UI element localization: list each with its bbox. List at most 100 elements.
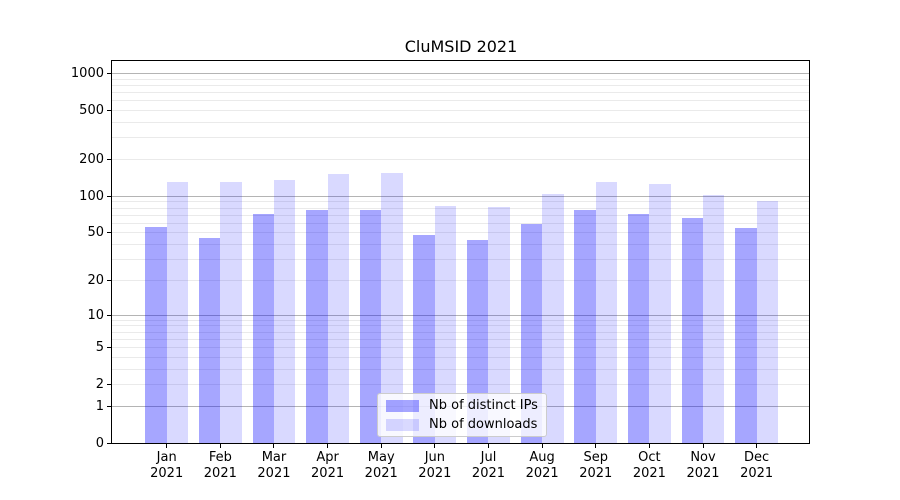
x-tick-label: Jun 2021 bbox=[418, 450, 452, 481]
x-tick bbox=[595, 444, 597, 448]
x-tick bbox=[380, 444, 382, 448]
bar-distinct-ips bbox=[413, 235, 435, 444]
minor-gridline bbox=[112, 92, 809, 94]
minor-gridline bbox=[112, 137, 809, 139]
y-tick bbox=[107, 384, 111, 386]
minor-gridline bbox=[112, 384, 809, 386]
minor-gridline bbox=[112, 331, 809, 333]
minor-gridline bbox=[112, 214, 809, 216]
x-tick-label: Jul 2021 bbox=[471, 450, 506, 481]
bar-downloads bbox=[488, 206, 510, 444]
legend-label-downloads: Nb of downloads bbox=[429, 417, 538, 432]
bar-downloads bbox=[327, 173, 349, 444]
y-tick bbox=[107, 314, 111, 316]
plot-area bbox=[111, 60, 810, 444]
x-tick bbox=[434, 444, 436, 448]
minor-gridline bbox=[112, 338, 809, 340]
bar-downloads bbox=[649, 184, 671, 444]
legend-entry-downloads: Nb of downloads bbox=[386, 417, 538, 432]
bar-distinct-ips bbox=[627, 214, 650, 444]
y-tick-label: 50 bbox=[87, 225, 104, 241]
y-tick bbox=[107, 279, 111, 281]
y-tick-label: 10 bbox=[87, 307, 104, 323]
y-tick bbox=[107, 159, 111, 161]
x-tick-label: Mar 2021 bbox=[257, 450, 291, 481]
x-tick bbox=[166, 444, 168, 448]
major-gridline bbox=[112, 73, 809, 75]
bar-downloads bbox=[220, 182, 242, 444]
legend-entry-distinct-ips: Nb of distinct IPs bbox=[386, 398, 538, 413]
x-tick bbox=[219, 444, 221, 448]
bar-distinct-ips bbox=[145, 227, 167, 444]
x-tick bbox=[487, 444, 489, 448]
minor-gridline bbox=[112, 279, 809, 281]
bar-downloads bbox=[703, 194, 725, 444]
minor-gridline bbox=[112, 222, 809, 224]
minor-gridline bbox=[112, 78, 809, 80]
bar-distinct-ips bbox=[359, 210, 382, 444]
bar-distinct-ips bbox=[574, 209, 596, 444]
legend-swatch-distinct-ips bbox=[386, 399, 419, 412]
bar-distinct-ips bbox=[520, 224, 543, 444]
minor-gridline bbox=[112, 201, 809, 203]
y-tick-label: 2 bbox=[95, 377, 104, 393]
y-tick-label: 1 bbox=[95, 398, 104, 414]
y-tick bbox=[107, 195, 111, 197]
y-tick bbox=[107, 110, 111, 112]
x-tick-label: Apr 2021 bbox=[311, 450, 345, 481]
minor-gridline bbox=[112, 368, 809, 370]
legend: Nb of distinct IPs Nb of downloads bbox=[377, 393, 547, 437]
x-tick-label: Nov 2021 bbox=[686, 450, 720, 481]
bar-downloads bbox=[381, 172, 403, 444]
bar-distinct-ips bbox=[467, 239, 489, 444]
minor-gridline bbox=[112, 207, 809, 209]
bar-distinct-ips bbox=[735, 227, 757, 444]
y-tick-label: 20 bbox=[87, 272, 104, 288]
x-tick bbox=[756, 444, 758, 448]
minor-gridline bbox=[112, 122, 809, 124]
y-tick-label: 200 bbox=[79, 152, 104, 168]
y-tick-label: 0 bbox=[95, 436, 104, 451]
bar-distinct-ips bbox=[252, 213, 274, 444]
minor-gridline bbox=[112, 159, 809, 161]
y-tick bbox=[107, 73, 111, 75]
y-tick bbox=[107, 232, 111, 234]
legend-label-distinct-ips: Nb of distinct IPs bbox=[429, 398, 538, 413]
x-tick-label: Feb 2021 bbox=[203, 450, 237, 481]
bar-distinct-ips bbox=[681, 218, 703, 444]
bar-downloads bbox=[542, 193, 564, 444]
legend-swatch-downloads bbox=[386, 418, 419, 431]
y-tick-label: 100 bbox=[79, 188, 104, 204]
major-gridline bbox=[112, 195, 809, 197]
bar-downloads bbox=[756, 201, 779, 444]
x-tick bbox=[541, 444, 543, 448]
x-tick bbox=[327, 444, 329, 448]
x-tick-label: Jan 2021 bbox=[150, 450, 184, 481]
y-tick bbox=[107, 443, 111, 444]
major-gridline bbox=[112, 314, 809, 316]
x-tick bbox=[702, 444, 704, 448]
minor-gridline bbox=[112, 100, 809, 102]
minor-gridline bbox=[112, 232, 809, 234]
chart-title: CluMSID 2021 bbox=[404, 37, 518, 56]
minor-gridline bbox=[112, 259, 809, 261]
minor-gridline bbox=[112, 319, 809, 321]
y-tick bbox=[107, 347, 111, 349]
minor-gridline bbox=[112, 325, 809, 327]
x-tick bbox=[648, 444, 650, 448]
x-tick-label: Dec 2021 bbox=[740, 450, 774, 481]
minor-gridline bbox=[112, 244, 809, 246]
minor-gridline bbox=[112, 110, 809, 112]
minor-gridline bbox=[112, 356, 809, 358]
bar-distinct-ips bbox=[306, 209, 328, 444]
y-tick-label: 1000 bbox=[70, 66, 104, 82]
x-tick-label: Aug 2021 bbox=[525, 450, 559, 481]
bar-downloads bbox=[273, 179, 296, 444]
y-tick-label: 5 bbox=[95, 340, 104, 356]
x-tick bbox=[273, 444, 275, 448]
x-tick-label: May 2021 bbox=[364, 450, 398, 481]
y-tick bbox=[107, 405, 111, 407]
bar-downloads bbox=[166, 182, 189, 444]
bar-distinct-ips bbox=[198, 238, 221, 444]
